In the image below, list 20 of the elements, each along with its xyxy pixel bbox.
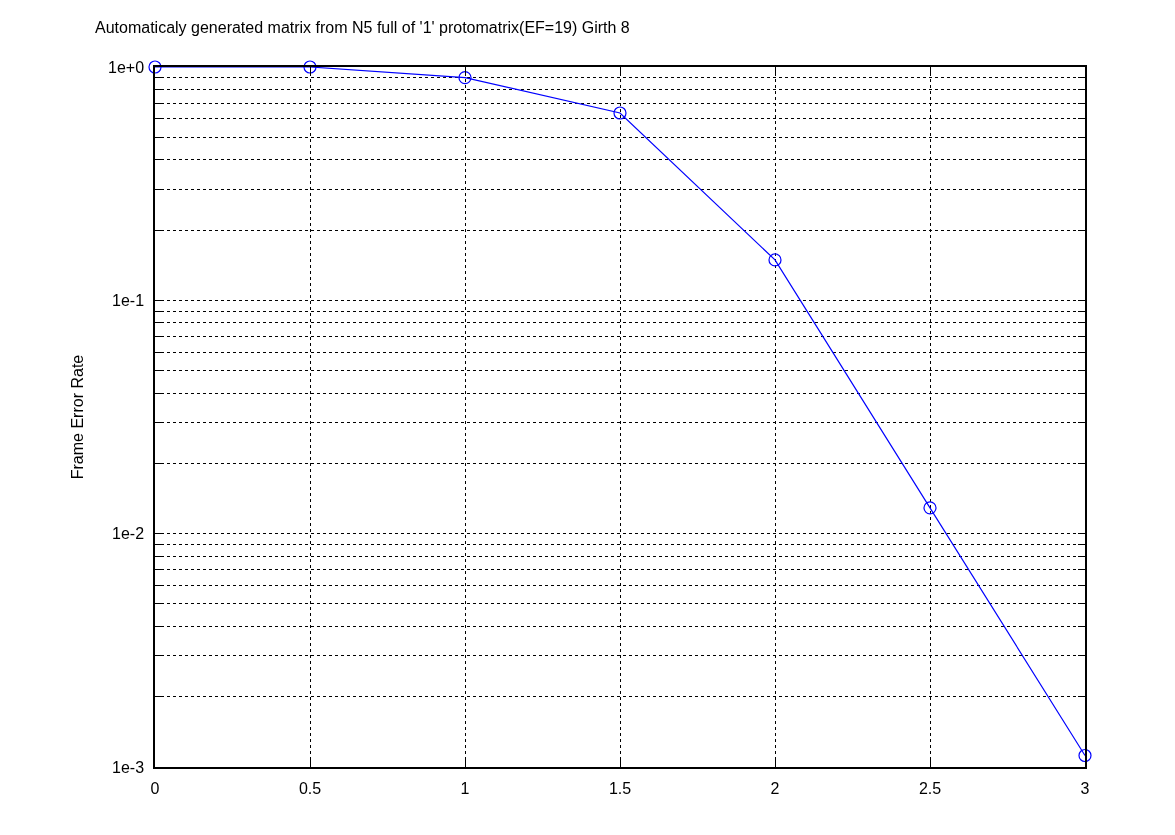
x-tick-label: 3 [1080, 779, 1090, 797]
x-tick-label: 2 [770, 779, 780, 797]
x-tick-label: 1 [460, 779, 470, 797]
x-tick-label: 1.5 [608, 779, 632, 797]
x-tick-label: 2.5 [918, 779, 942, 797]
y-tick-label: 1e-1 [112, 291, 145, 309]
y-tick-label: 1e-2 [112, 525, 145, 543]
y-tick-label: 1e-3 [112, 758, 145, 776]
chart-title: Automaticaly generated matrix from N5 full of '1' protomatrix(EF=19) Girth 8 [95, 18, 630, 36]
y-axis-title: Frame Error Rate [69, 354, 87, 480]
point [1078, 748, 1092, 763]
point [148, 60, 162, 74]
x-tick-label: 0 [150, 779, 160, 797]
point [303, 60, 317, 74]
point [923, 501, 937, 515]
point [768, 253, 782, 267]
point [458, 71, 472, 85]
y-tick-label: 1e+0 [108, 58, 145, 76]
point [613, 106, 627, 120]
x-tick-label: 0.5 [298, 779, 322, 797]
